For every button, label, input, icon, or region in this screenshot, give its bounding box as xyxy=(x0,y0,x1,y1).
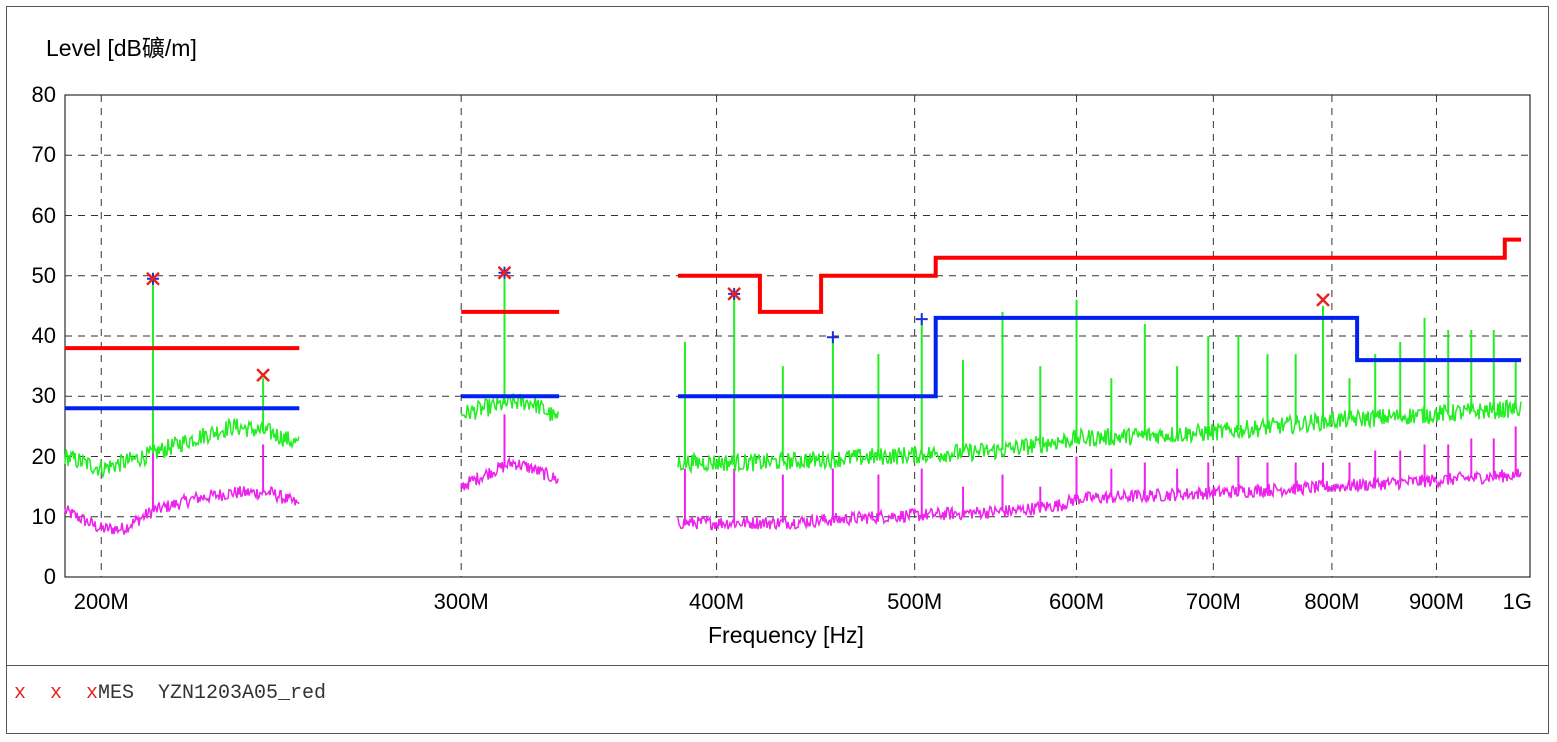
x-axis-label: Frequency [Hz] xyxy=(708,622,864,648)
y-tick-label: 10 xyxy=(31,503,56,529)
average-trace xyxy=(64,485,300,535)
peak-trace xyxy=(677,399,1522,475)
legend-label: MES YZN1203A05_red xyxy=(98,682,327,705)
marker-plus xyxy=(826,331,839,344)
y-axis-label: Level [dB礦/m] xyxy=(46,35,197,61)
y-tick-label: 50 xyxy=(31,262,56,288)
y-tick-label: 70 xyxy=(31,142,56,168)
x-tick-label: 400M xyxy=(689,589,745,614)
x-tick-label: 900M xyxy=(1408,589,1464,614)
x-tick-label: 300M xyxy=(433,589,489,614)
x-tick-label: 600M xyxy=(1048,589,1105,614)
y-tick-label: 30 xyxy=(31,383,56,409)
x-tick-label: 500M xyxy=(887,589,943,614)
legend-divider xyxy=(6,665,1549,666)
marker-x xyxy=(1316,292,1330,307)
y-tick-label: 20 xyxy=(31,443,56,469)
limit-line-quasi-peak xyxy=(678,237,1522,314)
y-tick-label: 0 xyxy=(43,564,56,589)
x-tick-label: 200M xyxy=(73,589,129,614)
x-tick-label: 700M xyxy=(1185,589,1241,614)
average-trace xyxy=(677,468,1522,531)
legend: x x xMES YZN1203A05_red xyxy=(14,682,326,705)
limit-line-average xyxy=(678,315,1522,399)
marker-x xyxy=(256,368,270,383)
marker-x xyxy=(727,286,742,301)
y-tick-label: 60 xyxy=(31,202,56,228)
y-tick-label: 40 xyxy=(31,323,56,348)
peak-trace xyxy=(64,417,300,479)
marker-x xyxy=(146,271,160,286)
x-tick-label: 800M xyxy=(1304,589,1360,614)
chart-frame xyxy=(6,6,1549,734)
legend-marker-symbol: x x x xyxy=(14,682,99,705)
y-tick-label: 80 xyxy=(31,82,56,107)
marker-x xyxy=(497,265,512,280)
x-tick-label: 1G xyxy=(1502,589,1532,614)
average-trace xyxy=(460,456,559,491)
marker-plus xyxy=(915,313,928,326)
